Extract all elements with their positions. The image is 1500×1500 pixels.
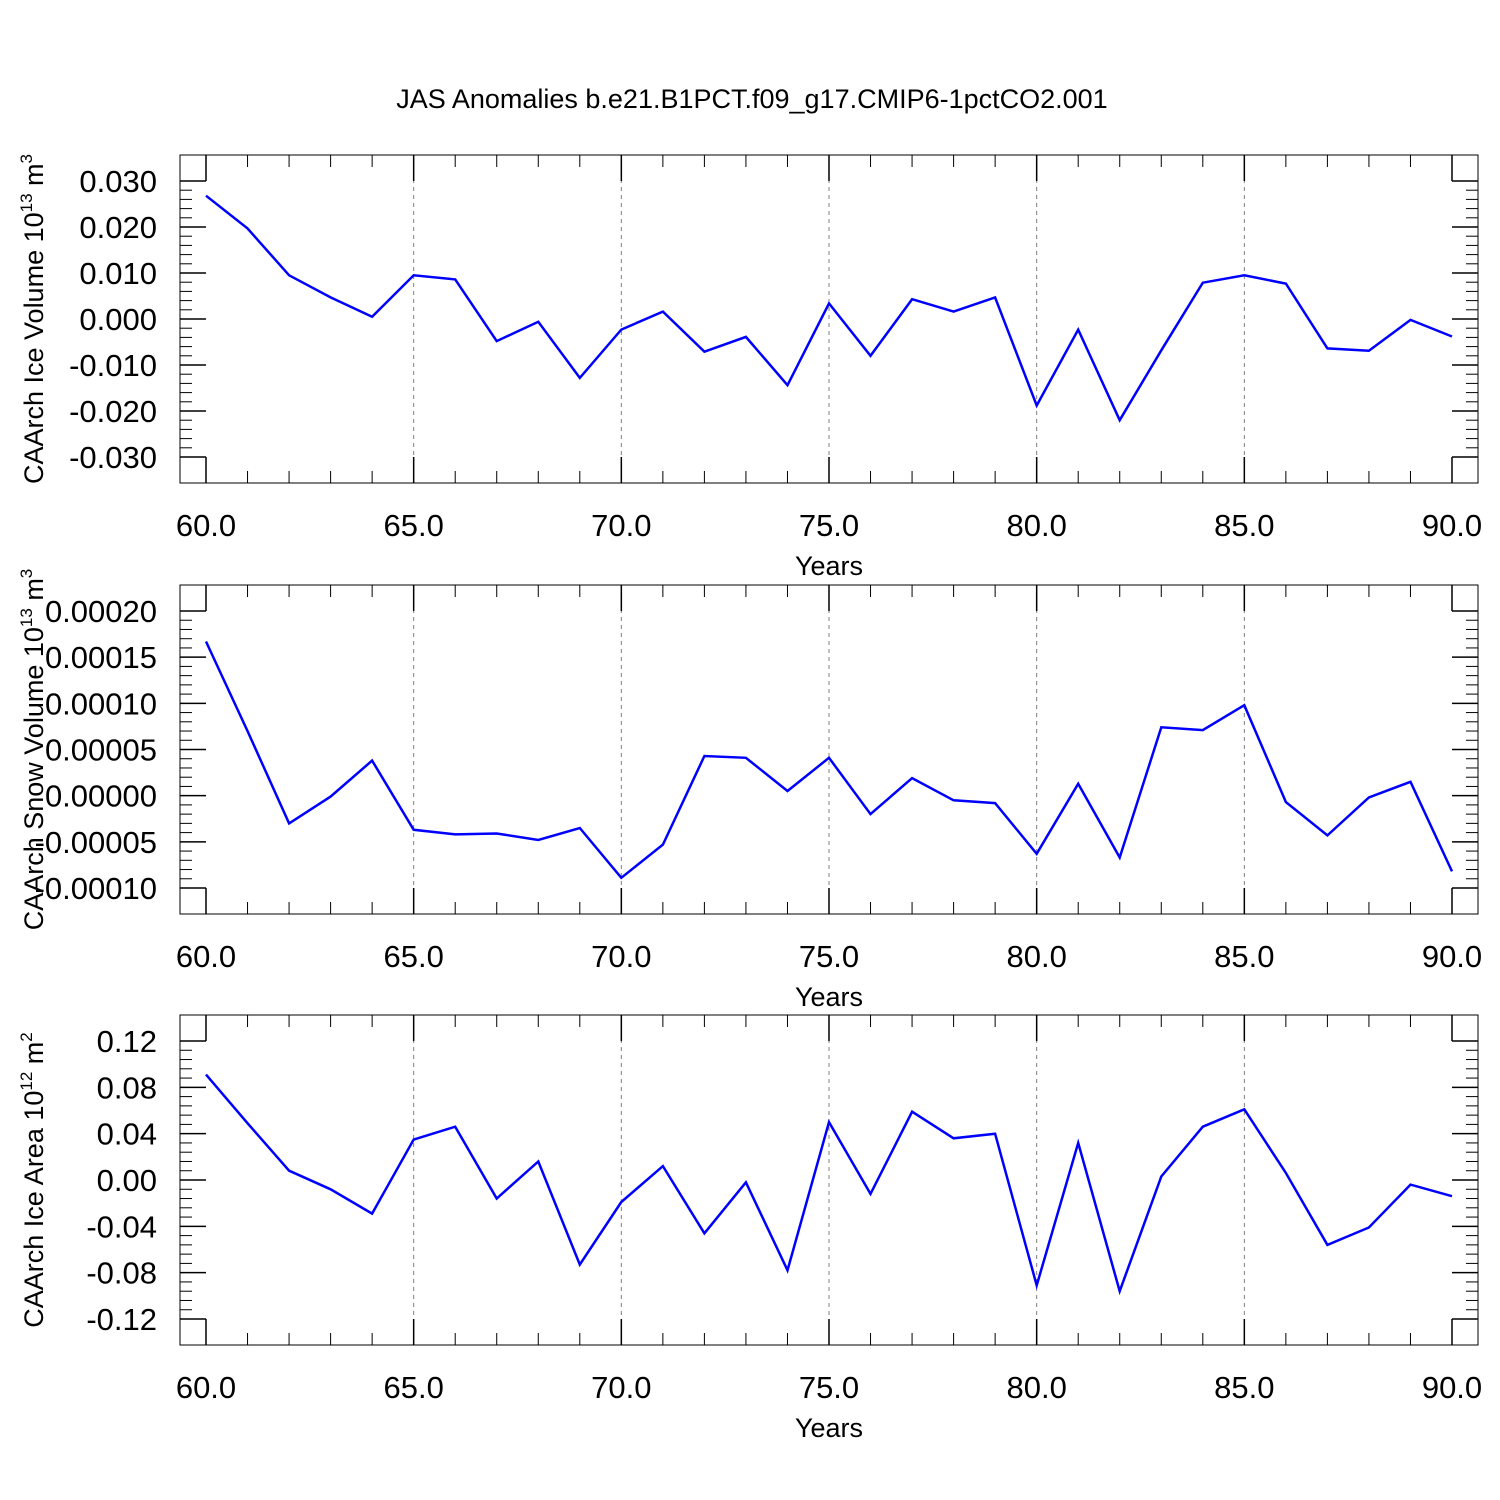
y-axis-label-unit: m	[19, 1042, 49, 1072]
x-tick-label: 80.0	[1006, 1370, 1066, 1405]
y-tick-label: -0.12	[86, 1302, 157, 1337]
y-axis-label-text: CAArch Ice Area 10	[19, 1091, 49, 1328]
x-tick-label: 60.0	[176, 508, 236, 543]
x-tick-label: 75.0	[799, 1370, 859, 1405]
x-axis-label: Years	[795, 982, 863, 1012]
x-tick-label: 85.0	[1214, 1370, 1274, 1405]
x-tick-label: 80.0	[1006, 508, 1066, 543]
y-tick-label: 0.00020	[45, 594, 157, 629]
y-tick-label: 0.010	[79, 256, 157, 291]
y-tick-label: 0.00010	[45, 686, 157, 721]
x-axis-label: Years	[795, 1413, 863, 1443]
y-axis-label-text: CAArch Ice Volume 10	[19, 212, 49, 484]
y-axis-label-unit: m	[19, 163, 49, 193]
y-tick-label: 0.12	[97, 1024, 157, 1059]
y-tick-label: 0.000	[79, 302, 157, 337]
y-axis-label-unit-exponent: 3	[17, 569, 36, 578]
x-tick-label: 60.0	[176, 1370, 236, 1405]
x-tick-label: 65.0	[383, 508, 443, 543]
y-axis-label-text: CAArch Snow Volume 10	[19, 627, 49, 930]
y-tick-label: -0.020	[69, 394, 157, 429]
y-tick-label: 0.00	[97, 1163, 157, 1198]
y-tick-label: 0.00000	[45, 779, 157, 814]
x-tick-label: 70.0	[591, 508, 651, 543]
x-tick-label: 90.0	[1422, 1370, 1482, 1405]
y-tick-label: 0.020	[79, 210, 157, 245]
y-axis-label-exponent: 12	[17, 1072, 36, 1091]
x-tick-label: 80.0	[1006, 939, 1066, 974]
series-line	[204, 640, 1454, 880]
series-line	[205, 194, 1453, 423]
x-tick-label: 75.0	[799, 508, 859, 543]
panel-ice-volume: 60.0 65.0 70.0 75.0 80.0 85.0 90.0 -0.030 -0.020…	[17, 154, 1482, 581]
y-tick-label: 0.08	[97, 1070, 157, 1105]
y-axis-label-unit-exponent: 3	[17, 154, 36, 163]
x-tick-label: 70.0	[591, 1370, 651, 1405]
y-axis-label-exponent: 13	[17, 193, 36, 212]
series-line	[205, 1073, 1453, 1296]
y-tick-label: 0.030	[79, 164, 157, 199]
x-tick-label: 65.0	[383, 1370, 443, 1405]
y-tick-label: -0.04	[86, 1209, 157, 1244]
y-tick-label: 0.00015	[45, 640, 157, 675]
x-tick-label: 75.0	[799, 939, 859, 974]
x-tick-label: 90.0	[1422, 939, 1482, 974]
x-tick-label: 60.0	[176, 939, 236, 974]
y-tick-label: 0.04	[97, 1117, 157, 1152]
x-tick-label: 85.0	[1214, 939, 1274, 974]
chart-title: JAS Anomalies b.e21.B1PCT.f09_g17.CMIP6-…	[396, 84, 1107, 114]
y-axis-label: CAArch Ice Volume 1013 m3	[17, 154, 49, 484]
y-axis-label: CAArch Snow Volume 1013 m3	[17, 569, 49, 931]
x-tick-label: 70.0	[591, 939, 651, 974]
y-axis-label-unit: m	[19, 578, 49, 608]
y-tick-label: -0.00010	[35, 871, 157, 906]
y-tick-label: -0.00005	[35, 825, 157, 860]
x-axis-label: Years	[795, 551, 863, 581]
panel-ice-area: 60.0 65.0 70.0 75.0 80.0 85.0 90.0 -0.12 -0.08 -0…	[17, 1014, 1482, 1443]
y-axis-label-unit-exponent: 2	[17, 1032, 36, 1041]
y-tick-label: 0.00005	[45, 733, 157, 768]
y-axis-label: CAArch Ice Area 1012 m2	[17, 1032, 49, 1328]
y-tick-label: -0.08	[86, 1256, 157, 1291]
x-tick-label: 65.0	[383, 939, 443, 974]
x-tick-label: 85.0	[1214, 508, 1274, 543]
y-tick-label: -0.030	[69, 440, 157, 475]
y-axis-label-exponent: 13	[17, 608, 36, 627]
panel-snow-volume: 60.0 65.0 70.0 75.0 80.0 85.0 90.0 -0.00010 -0.0…	[17, 569, 1482, 1012]
y-tick-label: -0.010	[69, 348, 157, 383]
x-tick-label: 90.0	[1422, 508, 1482, 543]
